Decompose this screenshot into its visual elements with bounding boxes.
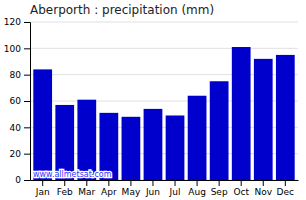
tick-label: Oct: [233, 187, 249, 197]
bar: [144, 109, 163, 180]
tick: 0: [15, 175, 30, 185]
tick-label: 60: [10, 96, 22, 106]
tick-label: Jan: [35, 187, 50, 197]
tick-mark: [24, 127, 30, 128]
tick-mark: [24, 75, 30, 76]
tick-label: 80: [10, 70, 22, 80]
tick-mark: [24, 180, 30, 181]
bar: [276, 55, 295, 180]
tick: Dec: [277, 180, 294, 197]
grid-line: [30, 48, 298, 49]
tick-mark: [24, 22, 30, 23]
tick: Apr: [101, 180, 117, 197]
tick-mark: [64, 180, 65, 186]
chart: Aberporth : precipitation (mm) Jan Feb Mar A…: [0, 0, 306, 200]
tick-mark: [42, 180, 43, 186]
tick-mark: [175, 180, 176, 186]
axis-line: [31, 180, 299, 181]
axis-line: [24, 23, 31, 181]
tick-label: Jul: [169, 187, 181, 197]
tick-mark: [285, 180, 286, 186]
bar: [188, 96, 207, 180]
tick: Sep: [211, 180, 228, 197]
tick-label: Dec: [277, 187, 294, 197]
title: Aberporth : precipitation (mm): [30, 3, 214, 17]
x-axis: Jan Feb Mar Apr May Jun Jul Aug Sep Oct Nov Dec: [31, 180, 299, 197]
tick: May: [122, 180, 141, 197]
bar: [232, 47, 251, 180]
tick-label: 0: [15, 175, 21, 185]
tick-mark: [263, 180, 264, 186]
tick-label: 120: [4, 17, 21, 27]
bar: [77, 100, 96, 180]
tick-mark: [108, 180, 109, 186]
tick-mark: [86, 180, 87, 186]
tick-label: Sep: [211, 187, 228, 197]
grid: [30, 22, 298, 180]
bars: [33, 47, 294, 180]
y-axis: 0 20 40 60 80 100 120: [4, 17, 31, 185]
tick-mark: [24, 101, 30, 102]
bar: [254, 59, 273, 180]
tick: 80: [10, 70, 30, 80]
tick-label: 100: [4, 44, 21, 54]
tick-label: Aug: [188, 187, 206, 197]
tick: Feb: [57, 180, 73, 197]
tick: Jan: [35, 180, 50, 197]
tick: Mar: [78, 180, 95, 197]
tick-label: 40: [10, 123, 22, 133]
bar: [33, 69, 52, 180]
tick: Jun: [145, 180, 160, 197]
tick-label: May: [122, 187, 141, 197]
tick-mark: [219, 180, 220, 186]
tick: 60: [10, 96, 30, 106]
tick-mark: [24, 154, 30, 155]
tick: 120: [4, 17, 30, 27]
bar: [166, 115, 185, 180]
tick: Jul: [169, 180, 181, 197]
tick: 20: [10, 149, 30, 159]
bar: [122, 117, 141, 180]
tick-label: Nov: [254, 187, 272, 197]
tick-label: Apr: [101, 187, 117, 197]
tick-label: 20: [10, 149, 22, 159]
grid-line: [30, 22, 298, 23]
chart-container: Aberporth : precipitation (mm) Jan Feb Mar A…: [0, 0, 306, 200]
tick: Nov: [254, 180, 272, 197]
tick-label: Jun: [145, 187, 160, 197]
annotation: www.allmetsat.com: [33, 170, 112, 179]
tick: Aug: [188, 180, 206, 197]
tick-mark: [130, 180, 131, 186]
tick-mark: [241, 180, 242, 186]
tick-mark: [24, 48, 30, 49]
tick: 40: [10, 123, 30, 133]
tick-mark: [152, 180, 153, 186]
tick-label: Mar: [78, 187, 95, 197]
bar: [210, 81, 229, 180]
tick: 100: [4, 44, 30, 54]
tick: Oct: [233, 180, 249, 197]
tick-label: Feb: [57, 187, 73, 197]
tick-mark: [197, 180, 198, 186]
bar: [55, 105, 74, 180]
